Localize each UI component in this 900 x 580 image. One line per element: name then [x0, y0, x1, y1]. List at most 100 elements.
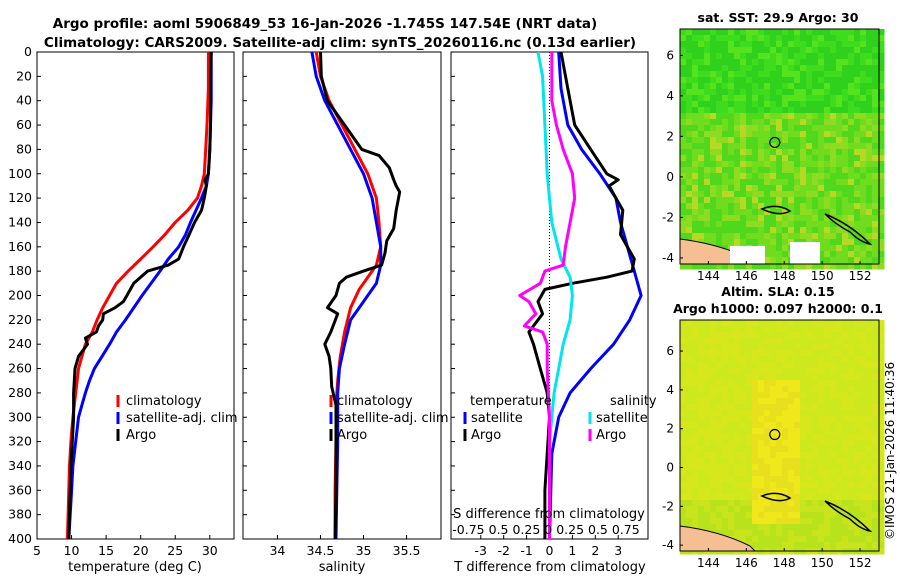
- x-tick-label: 144: [697, 556, 720, 570]
- x-tick-label: 25: [167, 543, 183, 558]
- sst-map: sat. SST: 29.9 Argo: 30 144 146 148 150 152 6…: [662, 10, 885, 283]
- x-tick-label: 5: [33, 543, 41, 558]
- temperature-axis-label: temperature (deg C): [68, 560, 202, 575]
- y-tick-label: 0: [666, 170, 674, 184]
- x-tick-label: -3: [475, 543, 487, 558]
- series-line-salinity-satellite: [536, 51, 574, 539]
- title-line-2: Climatology: CARS2009. Satellite-adj cli…: [44, 35, 636, 51]
- x-tick-label: 150: [811, 269, 834, 283]
- y-tick-label: 0: [24, 44, 32, 59]
- x-tick-label: 0: [546, 543, 554, 558]
- legend-label-sal-satellite: satellite: [596, 411, 648, 426]
- series-line-satellite-adj-clim: [310, 51, 383, 540]
- y-tick-label: 400: [8, 531, 32, 546]
- x-tick-label: 2: [591, 543, 599, 558]
- x-tick-label: 146: [735, 269, 758, 283]
- legend-label-climatology: climatology: [337, 394, 413, 409]
- x-tick-label: 35: [356, 543, 372, 558]
- y-tick-label: 2: [666, 422, 674, 436]
- island-outline: [824, 213, 873, 246]
- x-tick-label: 148: [773, 269, 796, 283]
- y-tick-label: 240: [8, 336, 32, 351]
- series-line-satellite-adj-clim: [67, 52, 213, 540]
- salinity-panel: 34 34.5 35 35.5 climatology satellite-adj. …: [242, 51, 449, 575]
- x-tick-label: 15: [98, 543, 114, 558]
- x-tick-label: 148: [773, 556, 796, 570]
- y-tick-label: 220: [8, 312, 32, 327]
- y-tick-label: 80: [16, 141, 32, 156]
- argo-float-marker: [769, 428, 781, 441]
- x-tick-label: 34: [269, 543, 285, 558]
- x-tick-label: 3: [614, 543, 622, 558]
- y-tick-label: 180: [8, 263, 32, 278]
- temperature-panel: 0 20 40 60 80 100 120 140 160 180 200 220 240 260 280 3…: [8, 44, 237, 575]
- legend-label-sal-argo: Argo: [596, 428, 626, 443]
- sla-map-title: Altim. SLA: 0.15: [721, 284, 834, 299]
- legend-label-argo: Argo: [337, 428, 367, 443]
- legend-label-satellite: satellite-adj. clim: [337, 411, 449, 426]
- series-line-salinity-argo: [518, 52, 577, 539]
- salinity-legend: climatology satellite-adj. clim Argo: [329, 394, 449, 443]
- salinity-difference-axis-label: S difference from climatology: [453, 507, 645, 522]
- island-outline: [824, 500, 873, 533]
- x-tick-label: 144: [697, 269, 720, 283]
- y-tick-label: 0: [666, 461, 674, 475]
- legend-label-temp-argo: Argo: [471, 428, 501, 443]
- land-coast: [679, 525, 757, 552]
- y-tick-label: 6: [666, 48, 674, 62]
- legend-label-temp-satellite: satellite: [471, 411, 523, 426]
- legend-label-argo: Argo: [126, 428, 156, 443]
- missing-data: [790, 242, 820, 264]
- y-tick-label: -4: [662, 538, 674, 552]
- missing-data: [730, 246, 765, 264]
- x-tick-label: 1: [568, 543, 576, 558]
- y-tick-label: 260: [8, 361, 32, 376]
- y-tick-label: 2: [666, 129, 674, 143]
- y-tick-label: 20: [16, 68, 32, 83]
- argo-float-marker: [769, 136, 781, 149]
- x-tick-label: 30: [202, 543, 218, 558]
- y-tick-label: 120: [8, 190, 32, 205]
- difference-legend: temperature salinity satellite Argo sate…: [463, 394, 657, 443]
- sst-field: [680, 29, 885, 270]
- sla-map: Altim. SLA: 0.15 Argo h1000: 0.097 h2000…: [662, 284, 885, 570]
- difference-panel: -3 -2 -1 0 1 2 3 temperature salinity satellit…: [450, 51, 657, 575]
- temperature-legend: climatology satellite-adj. clim Argo: [116, 394, 238, 443]
- temperature-plot-frame: [36, 51, 235, 540]
- y-tick-label: 380: [8, 507, 32, 522]
- y-tick-label: 140: [8, 214, 32, 229]
- sst-map-title: sat. SST: 29.9 Argo: 30: [698, 10, 859, 25]
- x-tick-label: -2: [497, 543, 509, 558]
- temperature-difference-axis-label: T difference from climatology: [453, 560, 646, 575]
- y-tick-label: 320: [8, 434, 32, 449]
- y-tick-label: 360: [8, 482, 32, 497]
- y-tick-label: 40: [16, 93, 32, 108]
- x-tick-label: 152: [849, 556, 872, 570]
- salinity-axis-label: salinity: [319, 560, 366, 575]
- y-tick-label: 340: [8, 458, 32, 473]
- y-tick-label: 300: [8, 409, 32, 424]
- legend-label-satellite: satellite-adj. clim: [126, 411, 238, 426]
- y-tick-label: -4: [662, 251, 674, 265]
- island-outline: [760, 205, 792, 215]
- x-tick-label: -1: [520, 543, 532, 558]
- x-tick-label: 10: [64, 543, 80, 558]
- copyright-timestamp: ©IMOS 21-Jan-2026 11:40:36: [883, 362, 897, 540]
- y-tick-label: 6: [666, 344, 674, 358]
- sla-field: [680, 320, 885, 555]
- x-tick-label: 20: [133, 543, 149, 558]
- sla-map-subtitle: Argo h1000: 0.097 h2000: 0.1: [673, 301, 883, 316]
- x-tick-label: 150: [811, 556, 834, 570]
- legend-header-temperature: temperature: [470, 394, 552, 409]
- map-frame: [679, 28, 880, 265]
- series-line-argo: [319, 51, 402, 540]
- salinity-difference-tick-labels: -0.75 0.5 0.25 0 0.25 0.5 0.75: [452, 522, 639, 537]
- y-tick-label: -2: [662, 210, 674, 224]
- figure-title: Argo profile: aoml 5906849_53 16-Jan-202…: [44, 16, 636, 51]
- y-tick-label: 160: [8, 239, 32, 254]
- series-line-argo: [67, 51, 213, 540]
- x-tick-label: 152: [849, 269, 872, 283]
- title-line-1: Argo profile: aoml 5906849_53 16-Jan-202…: [53, 16, 597, 32]
- legend-label-climatology: climatology: [126, 394, 202, 409]
